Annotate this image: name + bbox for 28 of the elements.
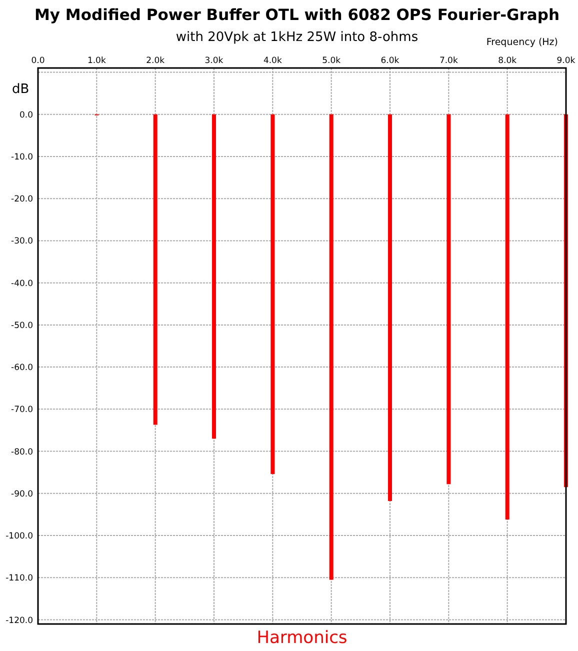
x-tick-label: 4.0k: [263, 56, 282, 66]
x-tick-label: 5.0k: [322, 56, 341, 66]
y-axis-title: dB: [12, 82, 30, 97]
x-tick-label: 6.0k: [380, 56, 400, 66]
x-tick-label: 8.0k: [498, 56, 517, 66]
y-tick-label: -40.0: [11, 278, 33, 289]
y-tick-label: -120.0: [6, 616, 33, 626]
y-tick-label: -60.0: [11, 363, 33, 374]
y-tick-label: 0.0: [19, 110, 33, 120]
x-tick-label: 2.0k: [146, 56, 165, 66]
chart-title: My Modified Power Buffer OTL with 6082 OPS Fourier-Graph: [34, 6, 560, 24]
x-tick-label: 3.0k: [204, 56, 224, 66]
y-tick-label: -10.0: [11, 152, 33, 162]
y-tick-label: -80.0: [11, 447, 33, 458]
y-tick-label: -90.0: [11, 489, 33, 500]
chart-subtitle: with 20Vpk at 1kHz 25W into 8-ohms: [176, 30, 418, 45]
x-axis-title: Frequency (Hz): [486, 37, 558, 48]
x-tick-label: 1.0k: [87, 56, 106, 66]
x-tick-label: 9.0k: [556, 56, 576, 66]
y-tick-label: -50.0: [11, 320, 33, 331]
text: Harmonics: [256, 628, 348, 648]
y-tick-label: -20.0: [11, 194, 33, 205]
y-tick-label: -30.0: [11, 236, 33, 247]
y-tick-label: -110.0: [6, 574, 33, 584]
y-tick-label: -70.0: [11, 405, 33, 416]
x-tick-label: 0.0: [31, 56, 45, 66]
y-tick-label: -100.0: [6, 532, 33, 542]
x-tick-label: 7.0k: [439, 56, 458, 66]
